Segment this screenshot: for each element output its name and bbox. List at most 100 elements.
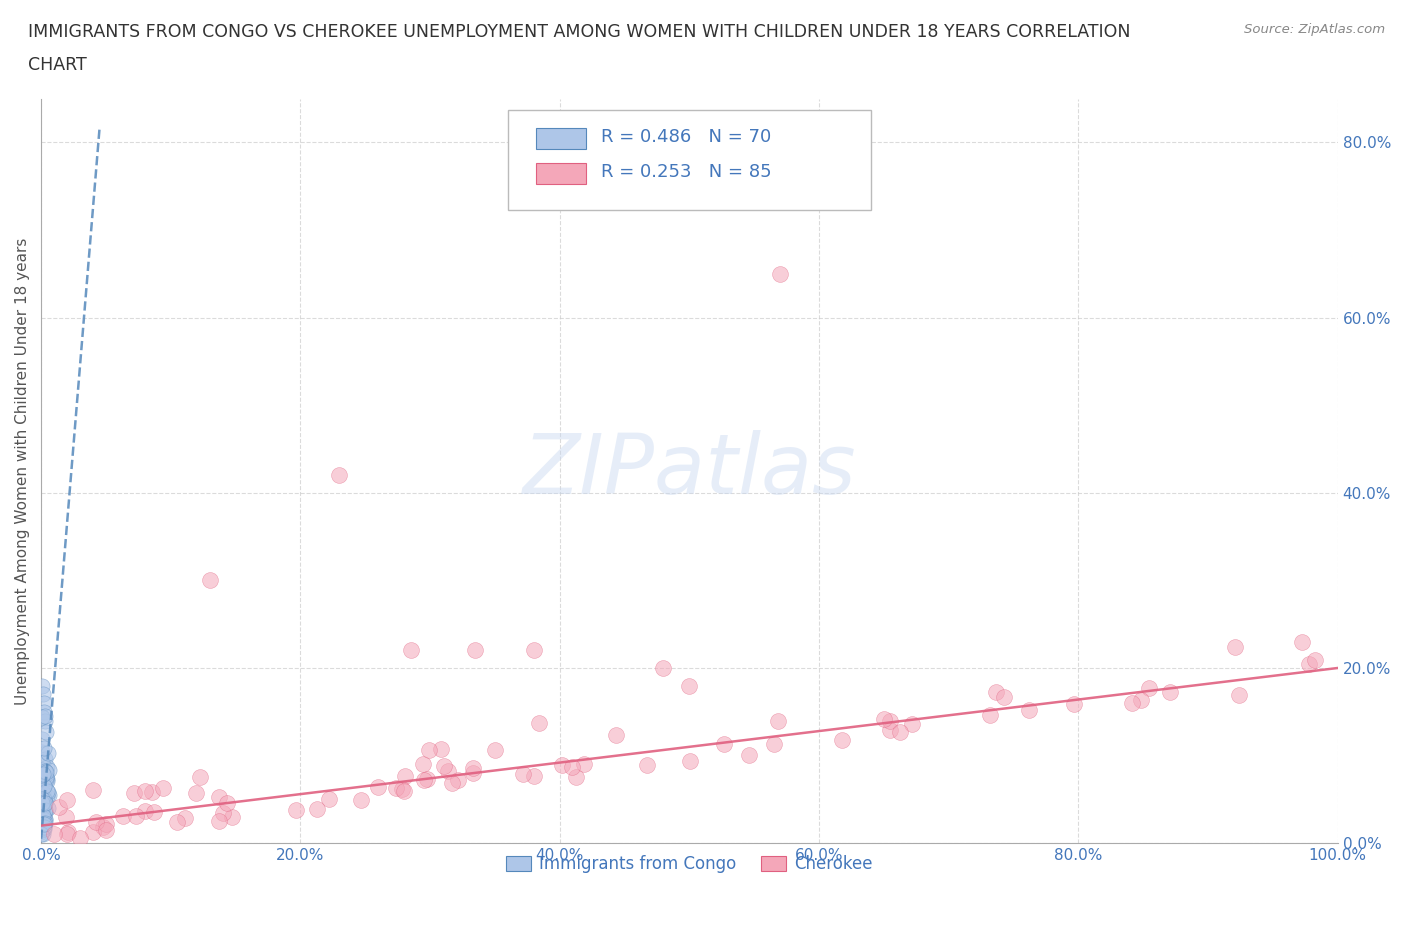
Point <box>392 784 415 799</box>
Point <box>96 817 118 831</box>
Point <box>307 802 329 817</box>
Point <box>1223 639 1246 654</box>
Point <box>152 780 174 795</box>
Point <box>34 793 56 808</box>
Point <box>34 803 56 817</box>
Point <box>31 797 53 812</box>
Point <box>31 795 53 810</box>
Point <box>441 776 464 790</box>
Point <box>184 786 207 801</box>
Point <box>122 785 145 800</box>
Y-axis label: Unemployment Among Women with Children Under 18 years: Unemployment Among Women with Children U… <box>15 237 30 705</box>
Point <box>523 768 546 783</box>
Point <box>713 737 735 751</box>
Point <box>979 708 1001 723</box>
Point <box>221 810 243 825</box>
Point <box>447 773 470 788</box>
Point <box>34 816 56 830</box>
Point <box>32 811 55 826</box>
Point <box>433 759 456 774</box>
Point <box>30 824 52 839</box>
Point <box>318 791 340 806</box>
Point <box>35 760 58 775</box>
Point <box>56 825 79 840</box>
Point <box>394 769 416 784</box>
Point <box>484 743 506 758</box>
Point <box>31 800 53 815</box>
Point <box>766 713 789 728</box>
Point <box>215 795 238 810</box>
Point <box>56 827 79 842</box>
Point <box>35 766 58 781</box>
Point <box>31 804 53 819</box>
Point <box>984 684 1007 699</box>
Point <box>32 687 55 702</box>
Point <box>527 716 550 731</box>
Point <box>416 772 439 787</box>
Point <box>678 678 700 693</box>
Point <box>94 823 117 838</box>
Point <box>605 728 627 743</box>
Point <box>1137 681 1160 696</box>
Point <box>37 772 59 787</box>
Point <box>34 812 56 827</box>
Point <box>125 809 148 824</box>
Point <box>32 812 55 827</box>
Point <box>35 773 58 788</box>
Point <box>350 792 373 807</box>
Point <box>30 827 52 842</box>
Point <box>174 811 197 826</box>
Point <box>35 764 58 779</box>
Point <box>84 815 107 830</box>
Point <box>198 573 221 588</box>
Point <box>31 768 53 783</box>
Point <box>48 800 70 815</box>
Point <box>32 808 55 823</box>
Legend: Immigrants from Congo, Cherokee: Immigrants from Congo, Cherokee <box>499 848 880 880</box>
Text: R = 0.253   N = 85: R = 0.253 N = 85 <box>602 164 772 181</box>
Point <box>188 770 211 785</box>
Point <box>512 767 534 782</box>
Point <box>31 791 53 806</box>
Point <box>112 808 135 823</box>
Point <box>31 799 53 814</box>
Point <box>763 737 786 751</box>
Point <box>134 804 156 818</box>
Point <box>31 731 53 746</box>
Point <box>679 753 702 768</box>
Point <box>430 742 453 757</box>
Point <box>141 785 163 800</box>
Point <box>652 660 675 675</box>
Point <box>208 790 231 804</box>
Point <box>889 724 911 739</box>
Point <box>565 769 588 784</box>
Point <box>35 724 58 739</box>
Point <box>831 733 853 748</box>
Text: CHART: CHART <box>28 56 87 73</box>
FancyBboxPatch shape <box>508 110 870 210</box>
Point <box>285 803 308 817</box>
Point <box>38 763 60 777</box>
Point <box>391 781 413 796</box>
Point <box>42 827 65 842</box>
Point <box>32 799 55 814</box>
Point <box>166 814 188 829</box>
Point <box>212 805 235 820</box>
Point <box>328 468 350 483</box>
Point <box>32 790 55 805</box>
Point <box>32 696 55 711</box>
Point <box>901 716 924 731</box>
Point <box>32 817 55 832</box>
Point <box>208 814 231 829</box>
Point <box>35 783 58 798</box>
Point <box>34 821 56 836</box>
Point <box>32 791 55 806</box>
Point <box>82 824 104 839</box>
Point <box>418 743 440 758</box>
Point <box>384 780 406 795</box>
Point <box>91 819 114 834</box>
Point <box>31 745 53 760</box>
Point <box>879 723 901 737</box>
Point <box>38 788 60 803</box>
Point <box>1129 693 1152 708</box>
